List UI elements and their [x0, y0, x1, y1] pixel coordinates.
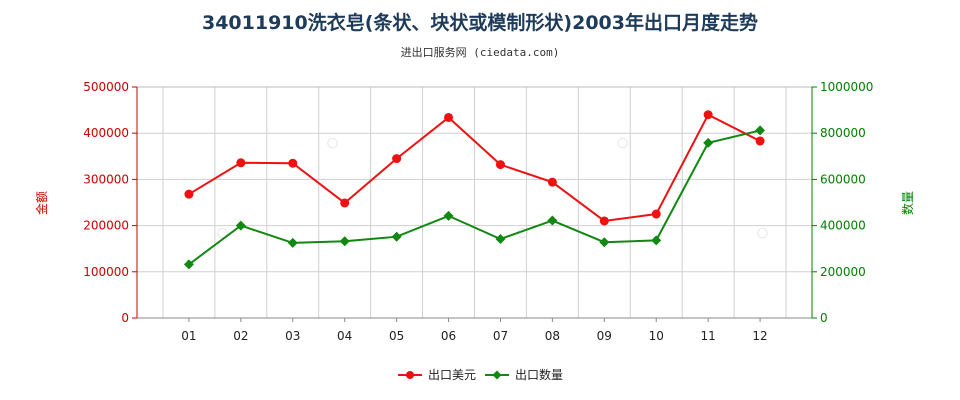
grid-lines — [136, 86, 813, 319]
watermark-mark: ◦ — [204, 212, 243, 258]
chart-title: 34011910洗衣皂(条状、块状或模制形状)2003年出口月度走势 — [201, 12, 758, 34]
series-2-point — [703, 137, 714, 148]
x-axis-ticks: 01 02 03 04 05 06 07 08 09 10 11 12 — [181, 318, 768, 343]
y-left-tick-label: 300000 — [83, 172, 129, 186]
watermark-mark: ◦ — [744, 212, 783, 258]
series-1-point — [444, 112, 454, 122]
watermark-mark: ◦ — [604, 122, 643, 168]
series-2-point — [755, 125, 766, 136]
legend-marker-1 — [406, 371, 414, 379]
y-right-tick-label: 400000 — [820, 219, 866, 233]
x-tick-label: 08 — [545, 329, 560, 343]
y-left-tick-label: 500000 — [83, 80, 129, 94]
x-tick-label: 04 — [337, 329, 352, 343]
y-axis-right-label: 数量 — [900, 191, 915, 215]
series-1-point — [703, 110, 713, 120]
series-2-point — [339, 236, 350, 247]
legend-label-1: 出口美元 — [428, 368, 476, 382]
series-1-point — [236, 158, 246, 168]
x-tick-label: 11 — [701, 329, 716, 343]
y-right-tick-label: 0 — [820, 311, 828, 325]
series-line-2 — [188, 129, 761, 266]
series-2-point — [495, 233, 506, 244]
y-left-tick-label: 0 — [121, 311, 129, 325]
series-1-point — [288, 158, 298, 168]
x-tick-label: 10 — [649, 329, 664, 343]
y-right-tick-label: 600000 — [820, 172, 866, 186]
series-group — [183, 110, 766, 270]
series-2-point — [443, 210, 454, 221]
y-left-tick-label: 100000 — [83, 265, 129, 279]
x-tick-label: 12 — [752, 329, 767, 343]
series-2-point — [287, 237, 298, 248]
y-right-tick-label: 200000 — [820, 265, 866, 279]
x-tick-label: 03 — [285, 329, 300, 343]
series-1-point — [184, 189, 194, 199]
legend: 出口美元 出口数量 — [398, 367, 563, 382]
series-2-point — [391, 231, 402, 242]
series-1-point — [755, 136, 765, 146]
axes — [136, 87, 813, 319]
x-tick-label: 02 — [233, 329, 248, 343]
series-1-point — [651, 209, 661, 219]
series-1-point — [340, 198, 350, 208]
chart-subtitle: 进出口服务网 (ciedata.com) — [400, 46, 560, 59]
y-left-tick-label: 400000 — [83, 126, 129, 140]
watermark-mark: ◦ — [314, 122, 353, 168]
series-1-point — [495, 160, 505, 170]
x-tick-label: 09 — [597, 329, 612, 343]
y-axis-left-ticks: 0 100000 200000 300000 400000 500000 — [83, 80, 137, 325]
series-1-point — [599, 216, 609, 226]
y-axis-right-ticks: 0 200000 400000 600000 800000 1000000 — [812, 80, 873, 325]
x-tick-label: 06 — [441, 329, 456, 343]
x-tick-label: 05 — [389, 329, 404, 343]
x-tick-label: 07 — [493, 329, 508, 343]
series-2-point — [235, 220, 246, 231]
series-2-point — [547, 215, 558, 226]
legend-marker-2 — [492, 370, 502, 380]
series-line-1 — [188, 113, 761, 223]
series-1-point — [547, 177, 557, 187]
series-1-point — [392, 154, 402, 164]
x-tick-label: 01 — [181, 329, 196, 343]
y-left-tick-label: 200000 — [83, 219, 129, 233]
series-2-point — [651, 235, 662, 246]
series-2-point — [183, 259, 194, 270]
y-axis-left-label: 金额 — [34, 191, 49, 215]
y-right-tick-label: 1000000 — [820, 80, 873, 94]
y-right-tick-label: 800000 — [820, 126, 866, 140]
series-2-point — [599, 237, 610, 248]
legend-label-2: 出口数量 — [515, 367, 563, 382]
